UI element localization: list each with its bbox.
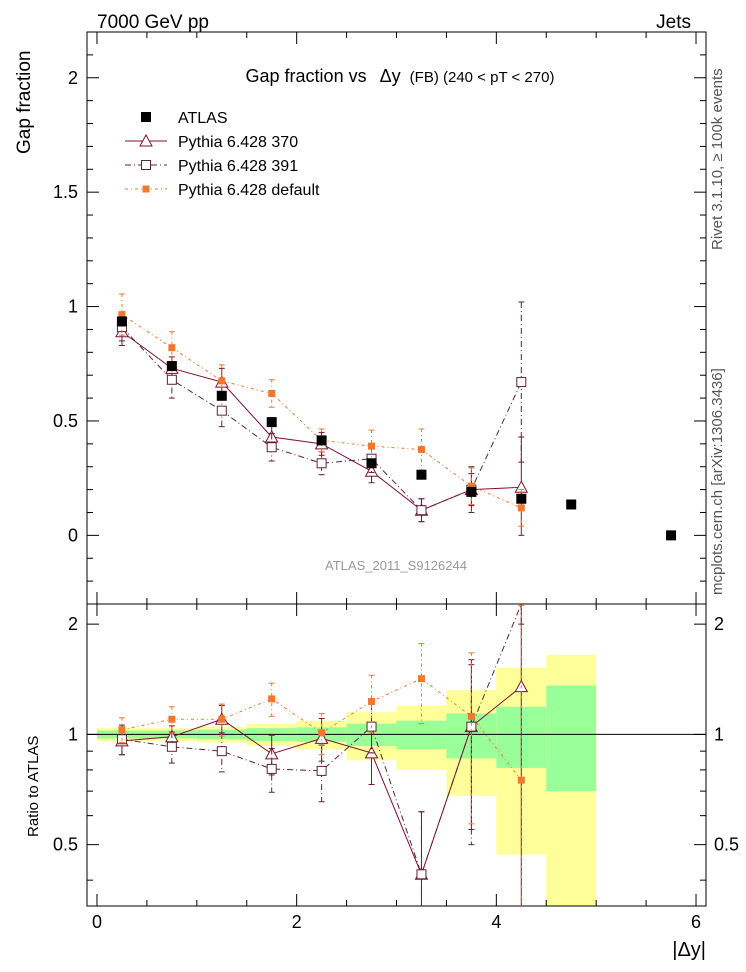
data-point [368,442,376,450]
data-point [364,464,379,477]
data-point [139,133,153,147]
y-tick-label-right: 0.5 [714,835,739,855]
y-tick-label: 0.5 [53,835,78,855]
side-label-bottom: mcplots.cern.ch [arXiv:1306.3436] [709,368,726,595]
data-point [368,697,376,705]
y-tick-label: 0.5 [53,411,78,431]
data-point [268,695,276,703]
data-point [142,185,150,193]
data-point [166,374,177,385]
data-point [316,458,327,469]
y-tick-label: 1.5 [53,182,78,202]
data-point [318,729,326,737]
green-band-bin [546,685,597,792]
legend-label: Pythia 6.428 default [178,182,320,199]
xlabel: |Δy| [672,939,706,961]
top-ylabel: Gap fraction [14,51,35,155]
x-tick-label: 4 [491,912,501,932]
top-panel: 0 0.5 1 1.5 2 [53,31,707,605]
data-point [266,763,277,774]
data-point [166,361,177,372]
data-point [168,715,176,723]
data-point [216,390,227,401]
data-point [466,486,477,497]
data-point [166,741,177,752]
y-tick-label: 2 [68,614,78,634]
series-line [121,678,522,781]
data-point [168,344,176,352]
series-line [121,314,522,509]
data-point [516,377,527,388]
data-point [216,746,227,757]
data-point [141,112,151,122]
bottom-ylabel: Ratio to ATLAS [25,736,42,837]
data-point [141,160,151,170]
data-point [417,446,425,454]
y-tick-label: 2 [68,68,78,88]
title-main: Gap fraction vs [246,66,367,86]
data-point [466,721,477,732]
data-point [566,499,577,510]
data-point [366,458,377,469]
data-point [417,675,425,683]
title-suffix: (FB) (240 < pT < 270) [410,69,555,86]
data-point [266,442,277,453]
x-tick-label: 0 [92,912,102,932]
data-point [416,469,427,480]
data-point [218,715,226,723]
data-point [416,869,427,880]
y-tick-label: 1 [68,724,78,744]
legend-label: Pythia 6.428 391 [178,158,298,175]
series-line [121,331,522,511]
data-point [416,505,427,516]
data-point [316,435,327,446]
side-label-top: Rivet 3.1.10, ≥ 100k events [709,68,726,250]
data-point [517,504,525,512]
watermark: ATLAS_2011_S9126244 [325,558,467,573]
data-point [467,712,475,720]
data-point [316,765,327,776]
data-point [118,726,126,734]
data-point [118,311,126,319]
y-tick-label: 1 [68,297,78,317]
header-right: Jets [656,12,691,33]
series-line [121,603,522,876]
data-point [467,482,475,490]
title-var: Δy [380,66,401,86]
legend-label: ATLAS [178,110,228,127]
data-point [517,776,525,784]
series-line [121,326,522,511]
y-tick-label-right: 1 [714,724,724,744]
bottom-panel: 0 2 4 6 0.5 0.5 1 1 2 2 [53,603,739,932]
data-point [116,316,127,327]
data-point [218,377,226,385]
data-point [666,530,677,541]
legend: ATLAS Pythia 6.428 370 Pythia 6.428 391 Pyt… [125,110,320,199]
data-point [314,731,329,744]
legend-label: Pythia 6.428 370 [178,134,298,151]
data-point [268,390,276,398]
header-left: 7000 GeV pp [97,12,209,33]
data-point [266,417,277,428]
data-point [516,493,527,504]
data-point [216,405,227,416]
y-tick-label-right: 2 [714,614,724,634]
x-tick-label: 6 [691,912,701,932]
x-tick-label: 2 [292,912,302,932]
green-band-bin [396,720,447,750]
chart-title: Gap fraction vs Δy (FB) (240 < pT < 270) [246,66,555,86]
y-tick-label: 0 [68,525,78,545]
